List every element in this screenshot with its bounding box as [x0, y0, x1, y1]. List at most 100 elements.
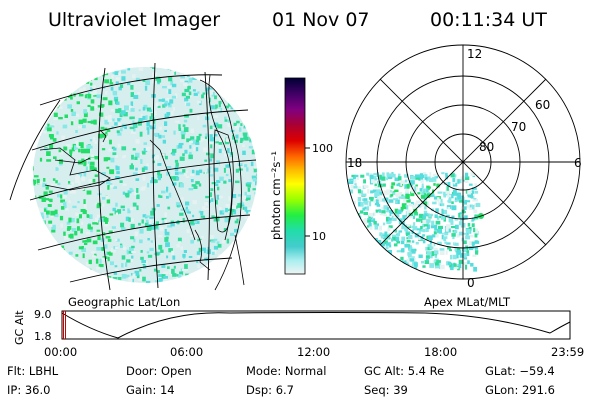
emission-pixel	[254, 72, 257, 76]
emission-pixel	[225, 138, 230, 142]
emission-pixel	[437, 241, 442, 245]
emission-pixel	[441, 208, 444, 214]
emission-pixel	[50, 213, 54, 218]
emission-pixel	[211, 215, 215, 219]
emission-pixel	[383, 214, 387, 217]
emission-pixel	[465, 264, 468, 270]
emission-pixel	[381, 176, 386, 181]
emission-pixel	[53, 156, 57, 159]
emission-pixel	[164, 231, 170, 236]
emission-pixel	[33, 226, 35, 230]
emission-pixel	[68, 200, 71, 204]
emission-pixel	[112, 152, 117, 156]
emission-pixel	[462, 196, 465, 202]
emission-pixel	[49, 266, 52, 271]
emission-pixel	[432, 177, 437, 182]
emission-pixel	[83, 204, 87, 209]
emission-pixel	[259, 104, 262, 108]
emission-pixel	[50, 125, 55, 128]
emission-pixel	[36, 110, 40, 115]
emission-pixel	[372, 218, 376, 223]
emission-pixel	[170, 72, 175, 76]
emission-pixel	[133, 127, 136, 132]
emission-pixel	[129, 105, 132, 110]
emission-pixel	[408, 203, 414, 207]
emission-pixel	[61, 250, 66, 254]
emission-pixel	[69, 152, 72, 157]
emission-pixel	[120, 84, 124, 88]
emission-pixel	[64, 256, 68, 260]
emission-pixel	[139, 269, 142, 272]
mlat-label-60: 60	[535, 98, 550, 112]
emission-pixel	[115, 166, 120, 171]
emission-pixel	[127, 251, 133, 254]
emission-pixel	[360, 250, 365, 255]
emission-pixel	[195, 139, 199, 144]
emission-pixel	[349, 178, 353, 181]
emission-pixel	[453, 230, 458, 234]
emission-pixel	[229, 268, 233, 274]
emission-pixel	[75, 113, 79, 117]
emission-pixel	[110, 157, 115, 163]
emission-pixel	[451, 201, 454, 204]
emission-pixel	[468, 227, 472, 231]
emission-pixel	[89, 279, 94, 283]
emission-pixel	[368, 222, 372, 227]
emission-pixel	[51, 253, 54, 259]
emission-pixel	[442, 209, 447, 215]
emission-pixel	[354, 186, 358, 189]
emission-pixel	[227, 94, 230, 98]
emission-pixel	[366, 206, 369, 211]
emission-pixel	[361, 193, 367, 197]
emission-pixel	[48, 274, 52, 279]
emission-pixel	[157, 105, 161, 108]
emission-pixel	[429, 172, 432, 177]
emission-pixel	[459, 253, 465, 258]
emission-pixel	[247, 187, 251, 192]
emission-pixel	[124, 192, 130, 197]
emission-pixel	[76, 101, 80, 105]
emission-pixel	[426, 188, 429, 193]
emission-pixel	[116, 238, 120, 242]
emission-pixel	[39, 67, 43, 70]
emission-pixel	[57, 90, 62, 95]
emission-pixel	[250, 250, 254, 254]
emission-pixel	[162, 98, 165, 102]
emission-pixel	[101, 172, 106, 176]
emission-pixel	[156, 204, 160, 207]
emission-pixel	[126, 259, 131, 263]
emission-pixel	[174, 166, 179, 172]
emission-pixel	[246, 236, 251, 239]
emission-pixel	[113, 147, 117, 151]
emission-pixel	[50, 210, 56, 216]
emission-pixel	[166, 166, 172, 169]
emission-pixel	[454, 242, 459, 246]
emission-pixel	[80, 81, 85, 84]
emission-pixel	[49, 224, 53, 227]
emission-pixel	[90, 229, 93, 233]
emission-pixel	[404, 266, 407, 269]
emission-pixel	[183, 127, 189, 132]
coastlines	[39, 74, 245, 291]
emission-pixel	[367, 189, 370, 194]
emission-pixel	[389, 210, 394, 213]
emission-pixel	[210, 282, 213, 283]
emission-pixel	[412, 226, 418, 231]
emission-pixel	[249, 228, 254, 233]
emission-pixel	[456, 250, 462, 255]
emission-pixel	[33, 277, 37, 282]
emission-pixel	[43, 255, 46, 258]
emission-pixel	[142, 175, 146, 181]
emission-pixel	[145, 146, 150, 151]
emission-pixel	[462, 247, 467, 251]
emission-pixel	[462, 206, 467, 210]
emission-pixel	[147, 238, 150, 241]
emission-pixel	[45, 185, 49, 190]
emission-pixel	[138, 67, 144, 71]
emission-pixel	[396, 195, 400, 201]
emission-pixel	[94, 174, 98, 177]
emission-pixel	[397, 232, 400, 237]
emission-pixel	[88, 157, 91, 160]
emission-pixel	[474, 218, 477, 222]
emission-pixel	[245, 237, 250, 241]
